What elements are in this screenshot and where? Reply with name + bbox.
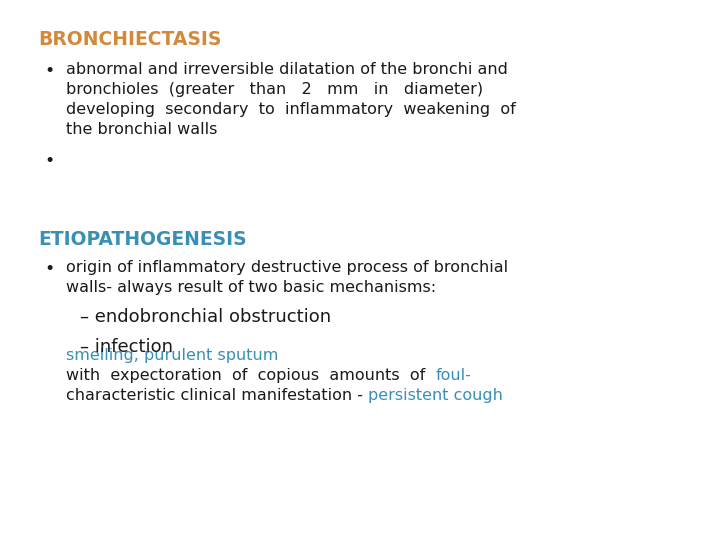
Text: ETIOPATHOGENESIS: ETIOPATHOGENESIS <box>38 230 247 249</box>
Text: abnormal and irreversible dilatation of the bronchi and: abnormal and irreversible dilatation of … <box>66 62 508 77</box>
Text: •: • <box>44 152 54 170</box>
Text: with  expectoration  of  copious  amounts  of: with expectoration of copious amounts of <box>66 368 436 383</box>
Text: developing  secondary  to  inflammatory  weakening  of: developing secondary to inflammatory wea… <box>66 102 516 117</box>
Text: smelling, purulent sputum: smelling, purulent sputum <box>66 348 279 363</box>
Text: bronchioles  (greater   than   2   mm   in   diameter): bronchioles (greater than 2 mm in diamet… <box>66 82 483 97</box>
Text: •: • <box>44 62 54 80</box>
Text: origin of inflammatory destructive process of bronchial: origin of inflammatory destructive proce… <box>66 260 508 275</box>
Text: •: • <box>44 260 54 278</box>
Text: foul-: foul- <box>436 368 472 383</box>
Text: persistent cough: persistent cough <box>368 388 503 403</box>
Text: – infection: – infection <box>80 338 173 356</box>
Text: the bronchial walls: the bronchial walls <box>66 122 217 137</box>
Text: BRONCHIECTASIS: BRONCHIECTASIS <box>38 30 221 49</box>
Text: characteristic clinical manifestation -: characteristic clinical manifestation - <box>66 388 368 403</box>
Text: – endobronchial obstruction: – endobronchial obstruction <box>80 308 331 326</box>
Text: walls- always result of two basic mechanisms:: walls- always result of two basic mechan… <box>66 280 436 295</box>
